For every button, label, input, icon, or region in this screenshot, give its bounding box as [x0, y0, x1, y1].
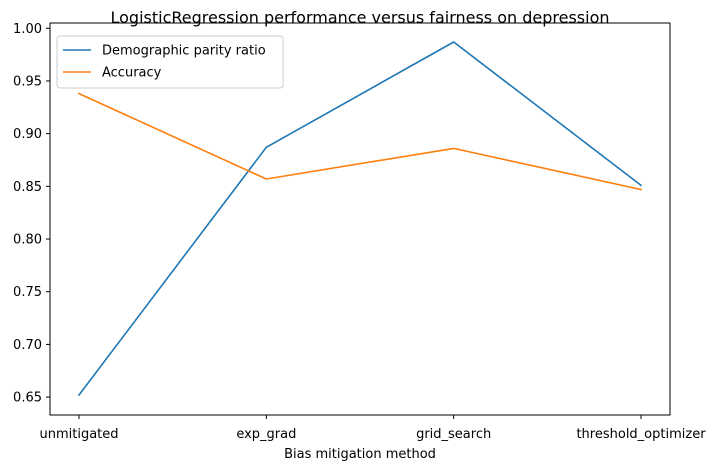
- x-axis-label: Bias mitigation method: [284, 447, 436, 462]
- y-tick-label: 0.90: [13, 127, 42, 142]
- y-tick-label: 1.00: [13, 22, 42, 37]
- y-tick-label: 0.75: [13, 285, 42, 300]
- y-tick-label: 0.70: [13, 338, 42, 353]
- x-tick-label: grid_search: [416, 427, 491, 442]
- x-tick-label: unmitigated: [39, 427, 118, 442]
- y-tick-label: 0.95: [13, 74, 42, 89]
- x-tick-label: threshold_optimizer: [576, 427, 706, 442]
- legend-label: Accuracy: [102, 66, 162, 81]
- y-tick-label: 0.80: [13, 233, 42, 248]
- plot-frame: [49, 22, 671, 416]
- y-tick-label: 0.65: [13, 391, 42, 406]
- chart-title: LogisticRegression performance versus fa…: [110, 8, 609, 27]
- series-line-2: [77, 92, 642, 191]
- series-line-1: [77, 41, 643, 397]
- legend-box: [56, 35, 284, 89]
- x-tick-label: exp_grad: [236, 427, 296, 442]
- y-tick-label: 0.85: [13, 180, 42, 195]
- plot-area: 0.65 0.70 0.75 0.80 0.85 0.90 0.95 1.00 unmitiga…: [13, 22, 706, 442]
- legend-label: Demographic parity ratio: [102, 44, 266, 59]
- legend: Demographic parity ratio Accuracy: [56, 35, 284, 89]
